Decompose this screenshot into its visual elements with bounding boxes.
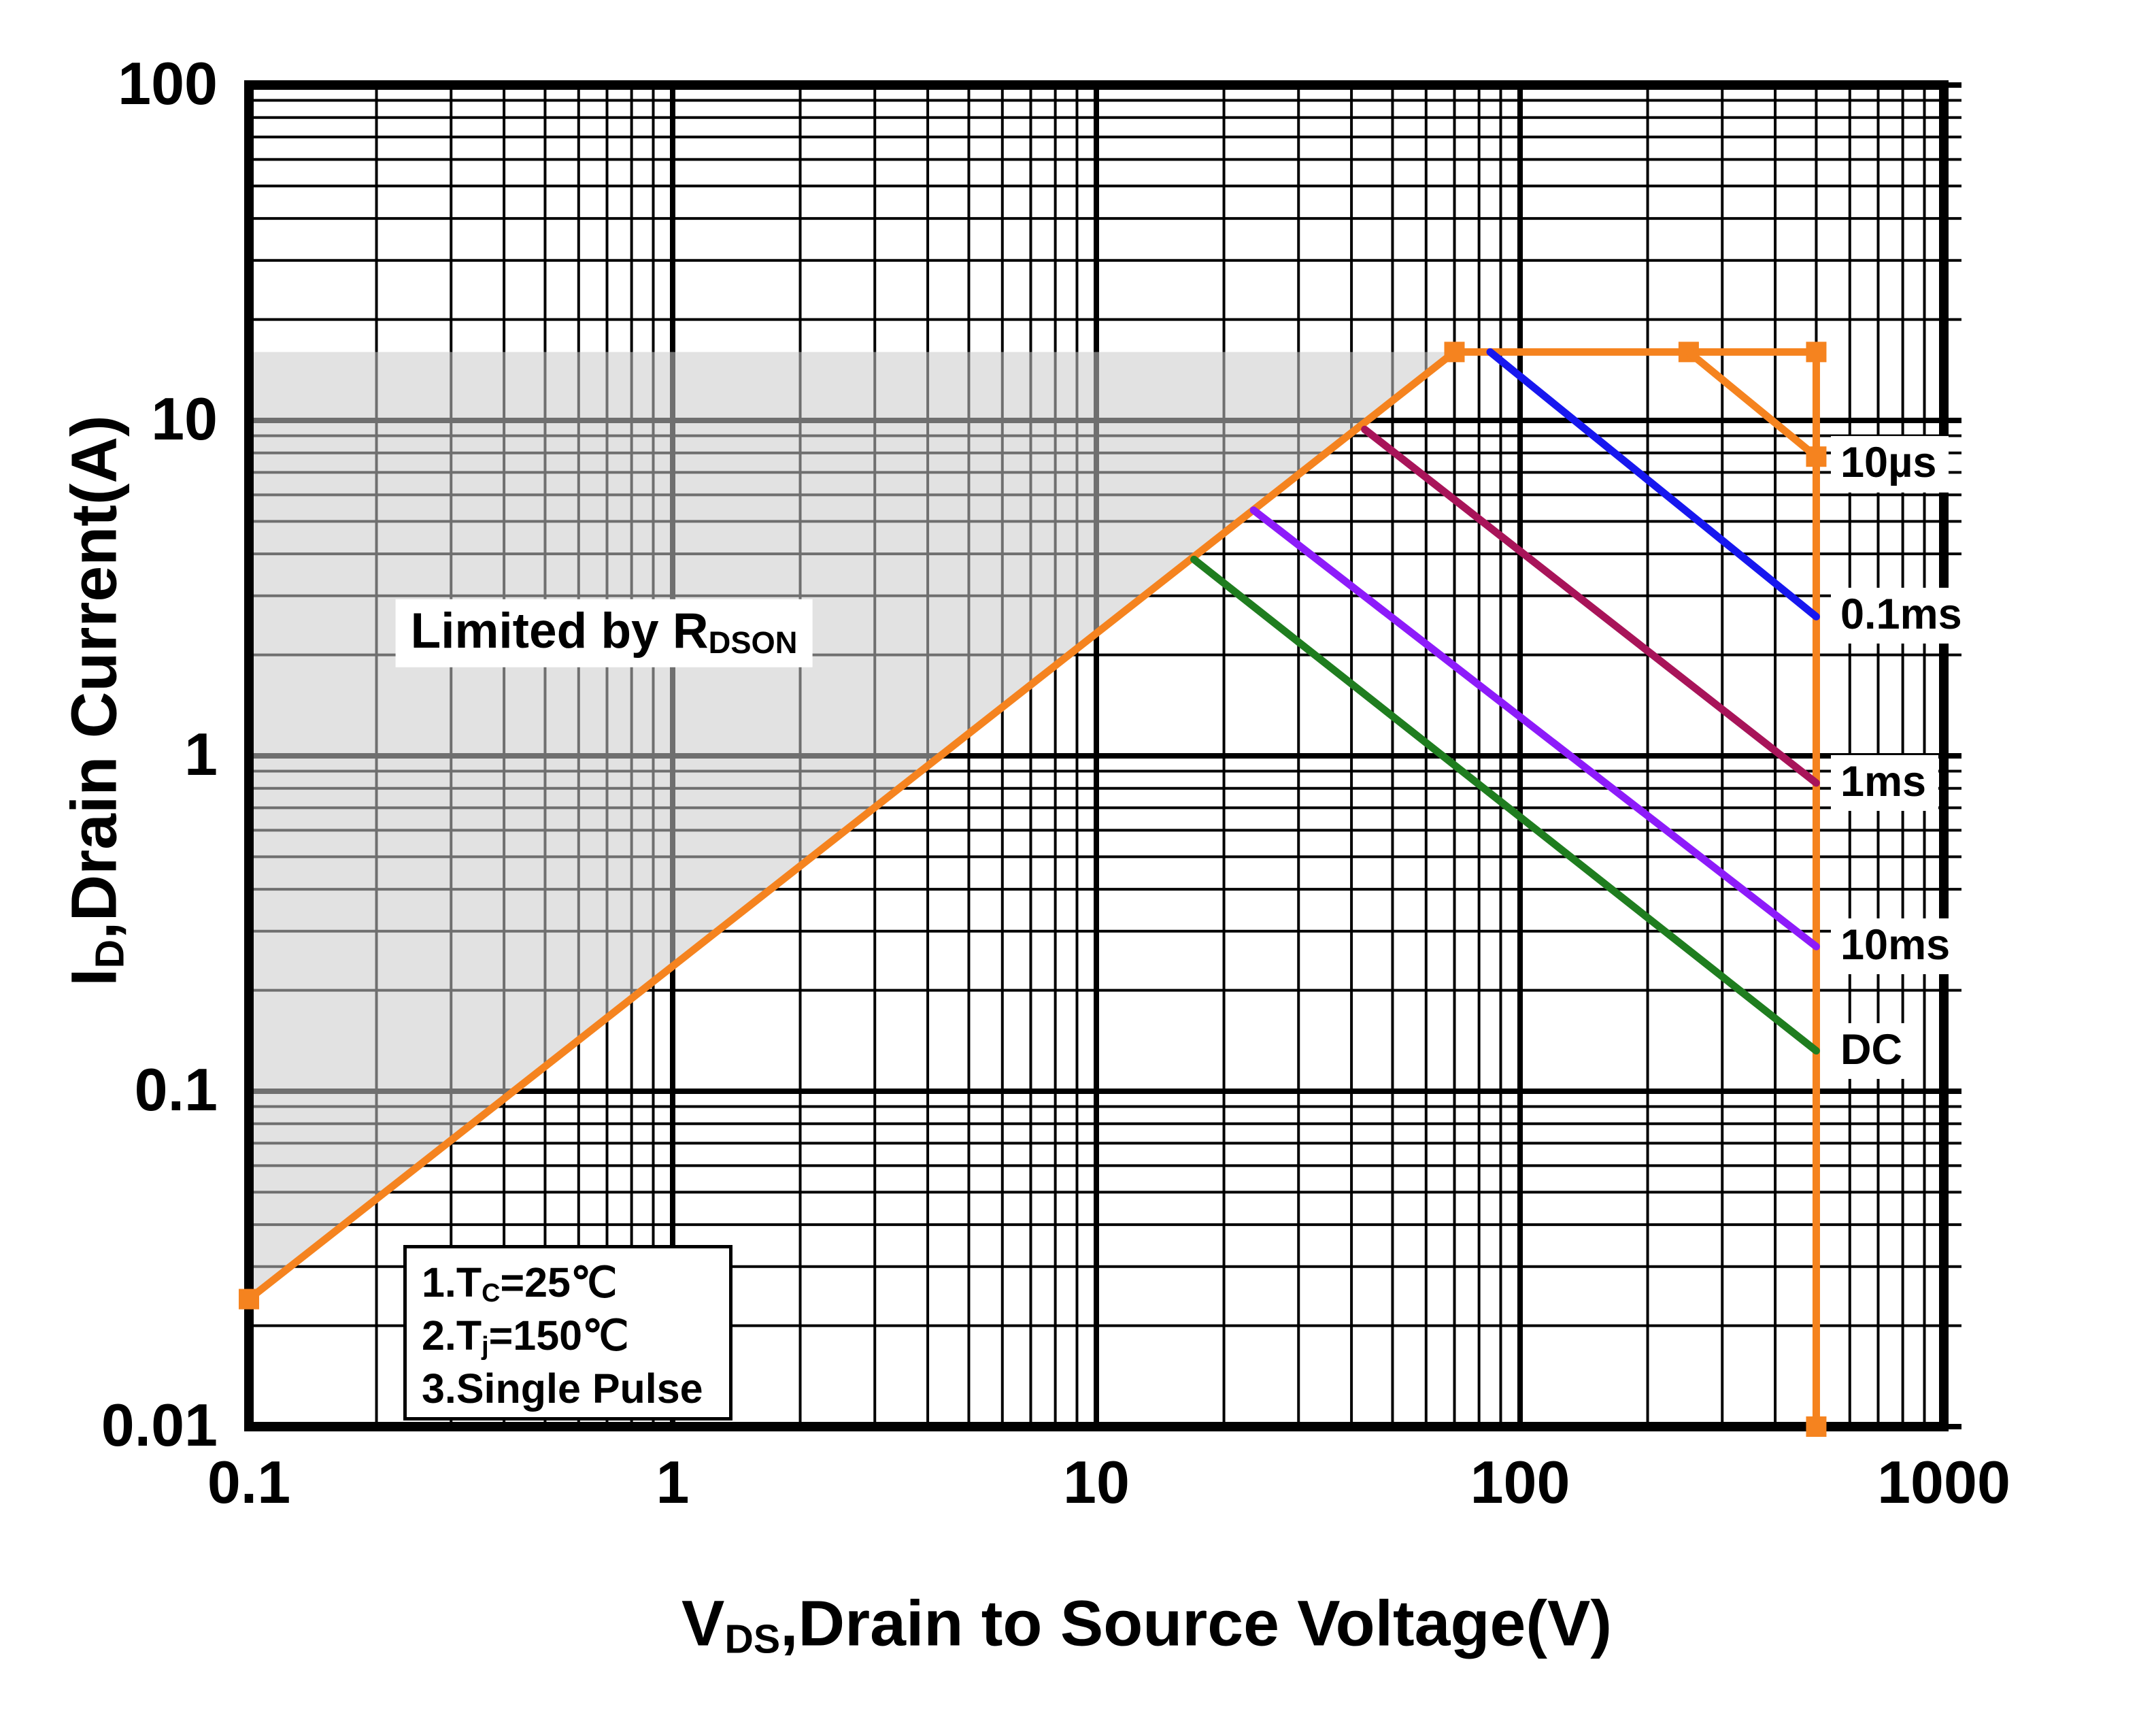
x-tick-label-100: 100 (1470, 1448, 1570, 1516)
note-line-2-text: 2.T (422, 1312, 482, 1359)
rdson-region-label-text: Limited by R (410, 603, 709, 659)
y-axis-title-text: ,Drain Current(A) (58, 415, 131, 940)
note-line-3-text: 3.Single Pulse (422, 1365, 703, 1412)
note-line-1: 1.TC=25℃ (422, 1257, 722, 1310)
y-tick-label-0.1: 0.1 (134, 1055, 218, 1123)
marker-pulse-10us (1806, 446, 1827, 467)
x-tick-label-1: 1 (656, 1448, 690, 1516)
x-axis-title-symbol: V (681, 1587, 725, 1660)
plot-frame (244, 80, 1949, 1431)
marker-soa-limit-boundary (1444, 342, 1465, 363)
x-axis-title: VDS,Drain to Source Voltage(V) (681, 1587, 1612, 1663)
curve-label-pulse-10ms: 10ms (1831, 918, 1963, 975)
note-line-2: 2.Tj=150℃ (422, 1310, 722, 1363)
y-tick-label-100: 100 (118, 49, 218, 117)
marker-soa-limit-boundary (1806, 342, 1827, 363)
curve-pulse-1ms (1361, 425, 1820, 787)
y-axis-title-symbol: I (58, 968, 131, 986)
y-axis-title: ID,Drain Current(A) (58, 415, 133, 986)
marker-soa-limit-boundary (239, 1289, 259, 1310)
note-line-2-subscript: j (482, 1331, 489, 1361)
note-line-1-text: 1.T (422, 1259, 482, 1306)
curve-dc (1190, 555, 1820, 1055)
x-tick-label-1000: 1000 (1877, 1448, 2010, 1516)
note-line-3: 3.Single Pulse (422, 1363, 722, 1415)
y-axis-title-subscript: D (88, 939, 133, 969)
rdson-region-label: Limited by RDSON (395, 599, 813, 668)
curve-label-pulse-0p1ms: 0.1ms (1831, 587, 1974, 644)
marker-soa-limit-boundary (1806, 1416, 1827, 1437)
x-tick-label-10: 10 (1063, 1448, 1130, 1516)
curve-label-dc: DC (1831, 1023, 1915, 1079)
y-tick-label-10: 10 (151, 384, 218, 452)
y-tick-label-1: 1 (184, 720, 218, 788)
x-axis-title-text: ,Drain to Source Voltage(V) (780, 1587, 1613, 1660)
notes-box: 1.TC=25℃ 2.Tj=150℃ 3.Single Pulse (403, 1245, 732, 1421)
curve-label-pulse-10us: 10µs (1831, 436, 1949, 493)
x-axis-title-subscript: DS (724, 1617, 781, 1662)
rdson-region-label-subscript: DSON (708, 625, 798, 660)
note-line-1-value: =25℃ (500, 1259, 618, 1306)
curve-soa-limit-boundary (245, 348, 1820, 1431)
note-line-1-subscript: C (482, 1278, 501, 1308)
y-tick-label-0.01: 0.01 (101, 1391, 218, 1459)
curve-pulse-0p1ms (1486, 348, 1820, 620)
curve-pulse-10ms (1249, 506, 1820, 950)
curve-label-pulse-1ms: 1ms (1831, 754, 1939, 811)
curve-pulse-10us (1685, 348, 1820, 461)
x-tick-label-0.1: 0.1 (207, 1448, 291, 1516)
note-line-2-value: =150℃ (488, 1312, 629, 1359)
